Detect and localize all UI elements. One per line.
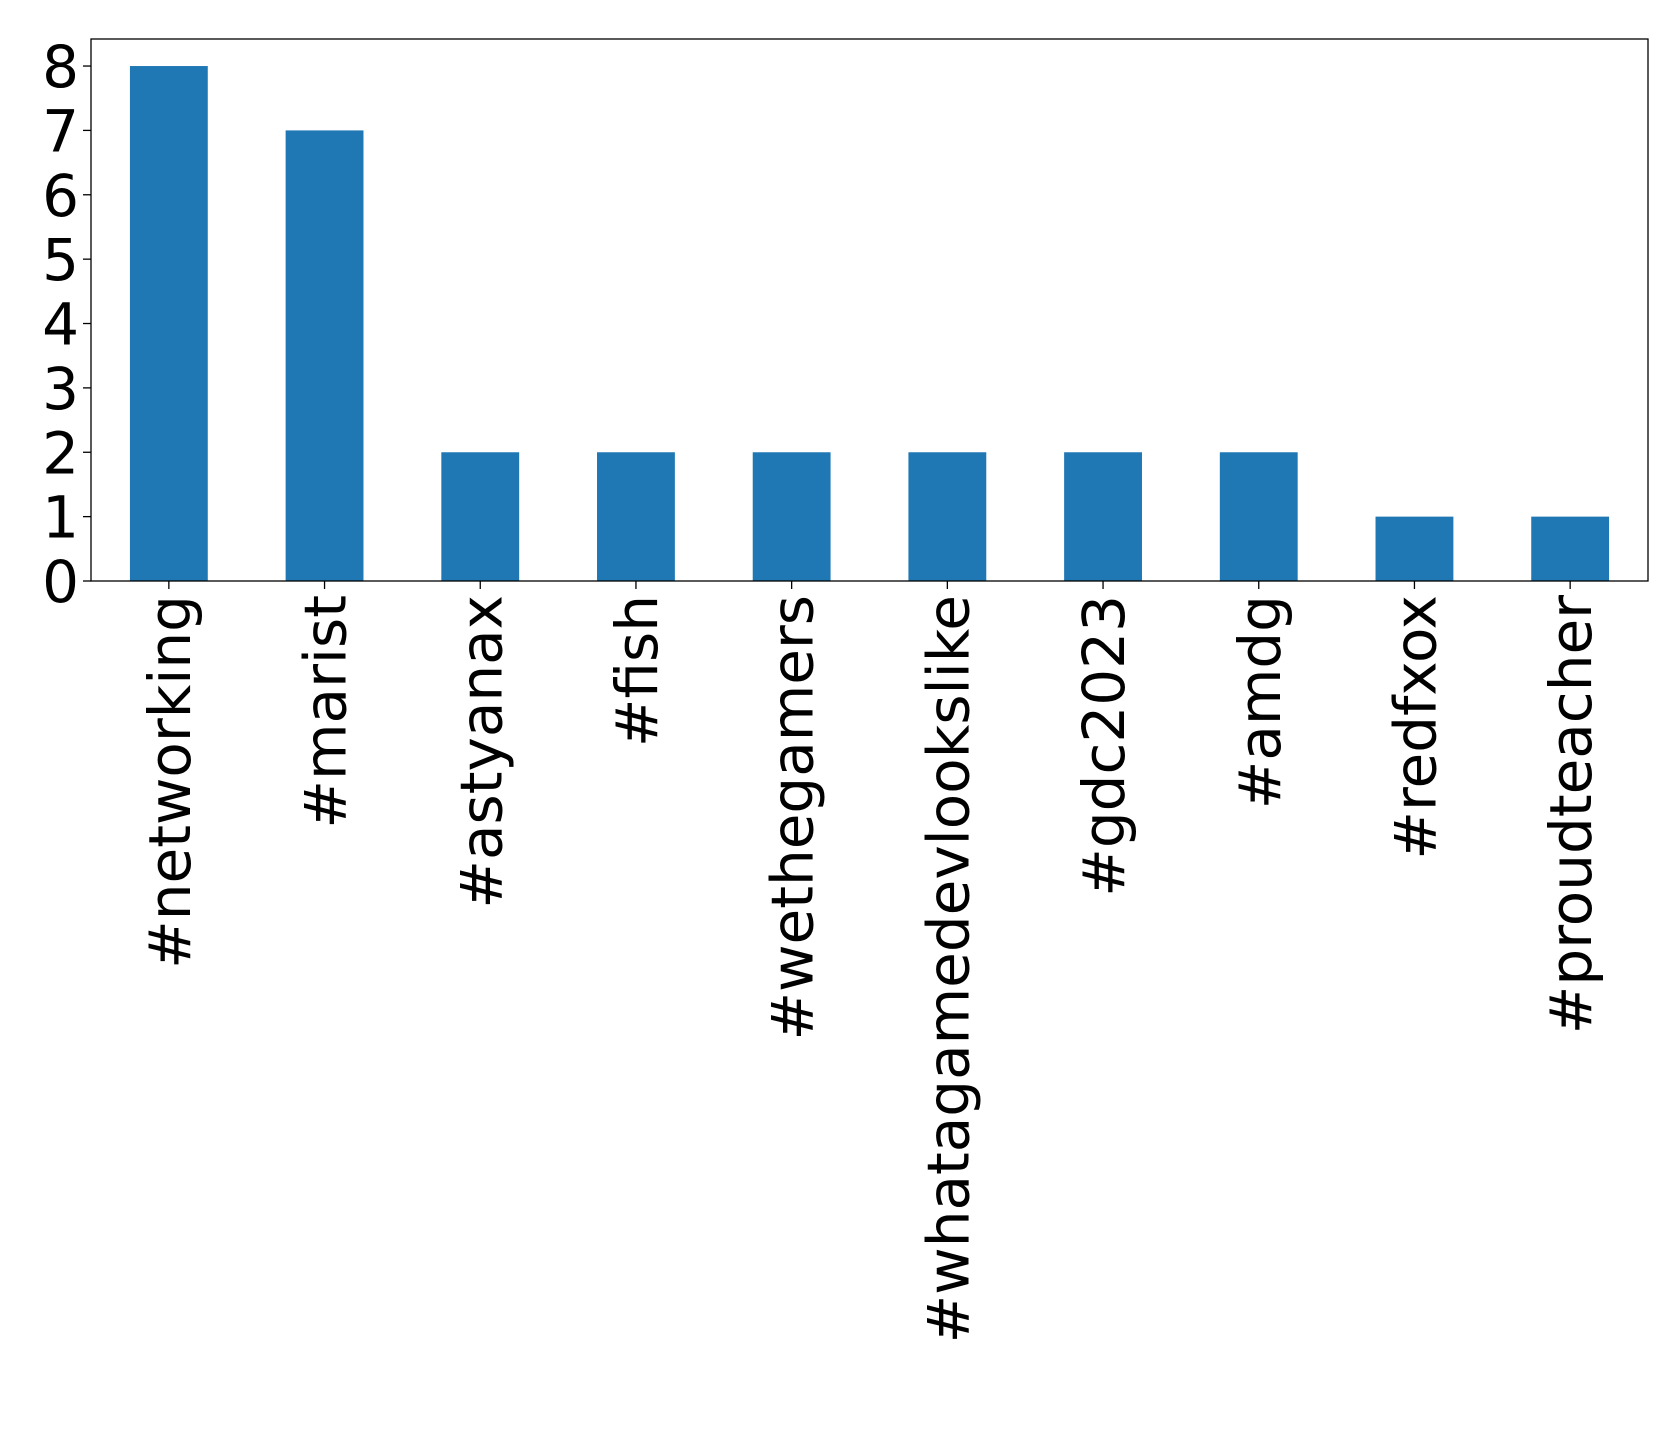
x-tick-label: #redfxox bbox=[1381, 595, 1449, 860]
y-tick-label: 4 bbox=[42, 291, 79, 359]
x-tick-label: #amdg bbox=[1226, 595, 1294, 809]
y-tick-label: 0 bbox=[42, 548, 79, 616]
bar bbox=[1375, 516, 1454, 581]
bar bbox=[597, 452, 675, 581]
bar bbox=[1064, 452, 1142, 581]
plot-frame bbox=[90, 38, 1649, 582]
x-tick-label: #proudteacher bbox=[1537, 595, 1605, 1034]
x-tick-label: #marist bbox=[292, 595, 360, 829]
y-tick-label: 3 bbox=[42, 355, 79, 423]
x-tick-label: #fish bbox=[603, 595, 671, 747]
x-tick-label: #whatagamedevlookslike bbox=[914, 595, 982, 1343]
bar bbox=[441, 452, 520, 581]
y-tick-label: 1 bbox=[42, 484, 79, 552]
x-tick-label: #wethegamers bbox=[759, 595, 827, 1041]
bar bbox=[129, 66, 208, 581]
y-tick-label: 6 bbox=[42, 162, 79, 230]
bar bbox=[285, 130, 364, 581]
y-tick-label: 8 bbox=[42, 33, 79, 101]
x-tick-label: #gdc2023 bbox=[1070, 595, 1138, 897]
x-tick-label: #networking bbox=[136, 595, 204, 969]
x-tick-label: #astyanax bbox=[447, 595, 515, 909]
y-tick-label: 7 bbox=[42, 97, 79, 165]
bar bbox=[908, 452, 987, 581]
bar bbox=[1531, 516, 1610, 581]
y-tick-label: 2 bbox=[42, 419, 79, 487]
bar bbox=[752, 452, 831, 581]
y-tick-label: 5 bbox=[42, 226, 79, 294]
bar bbox=[1219, 452, 1298, 581]
